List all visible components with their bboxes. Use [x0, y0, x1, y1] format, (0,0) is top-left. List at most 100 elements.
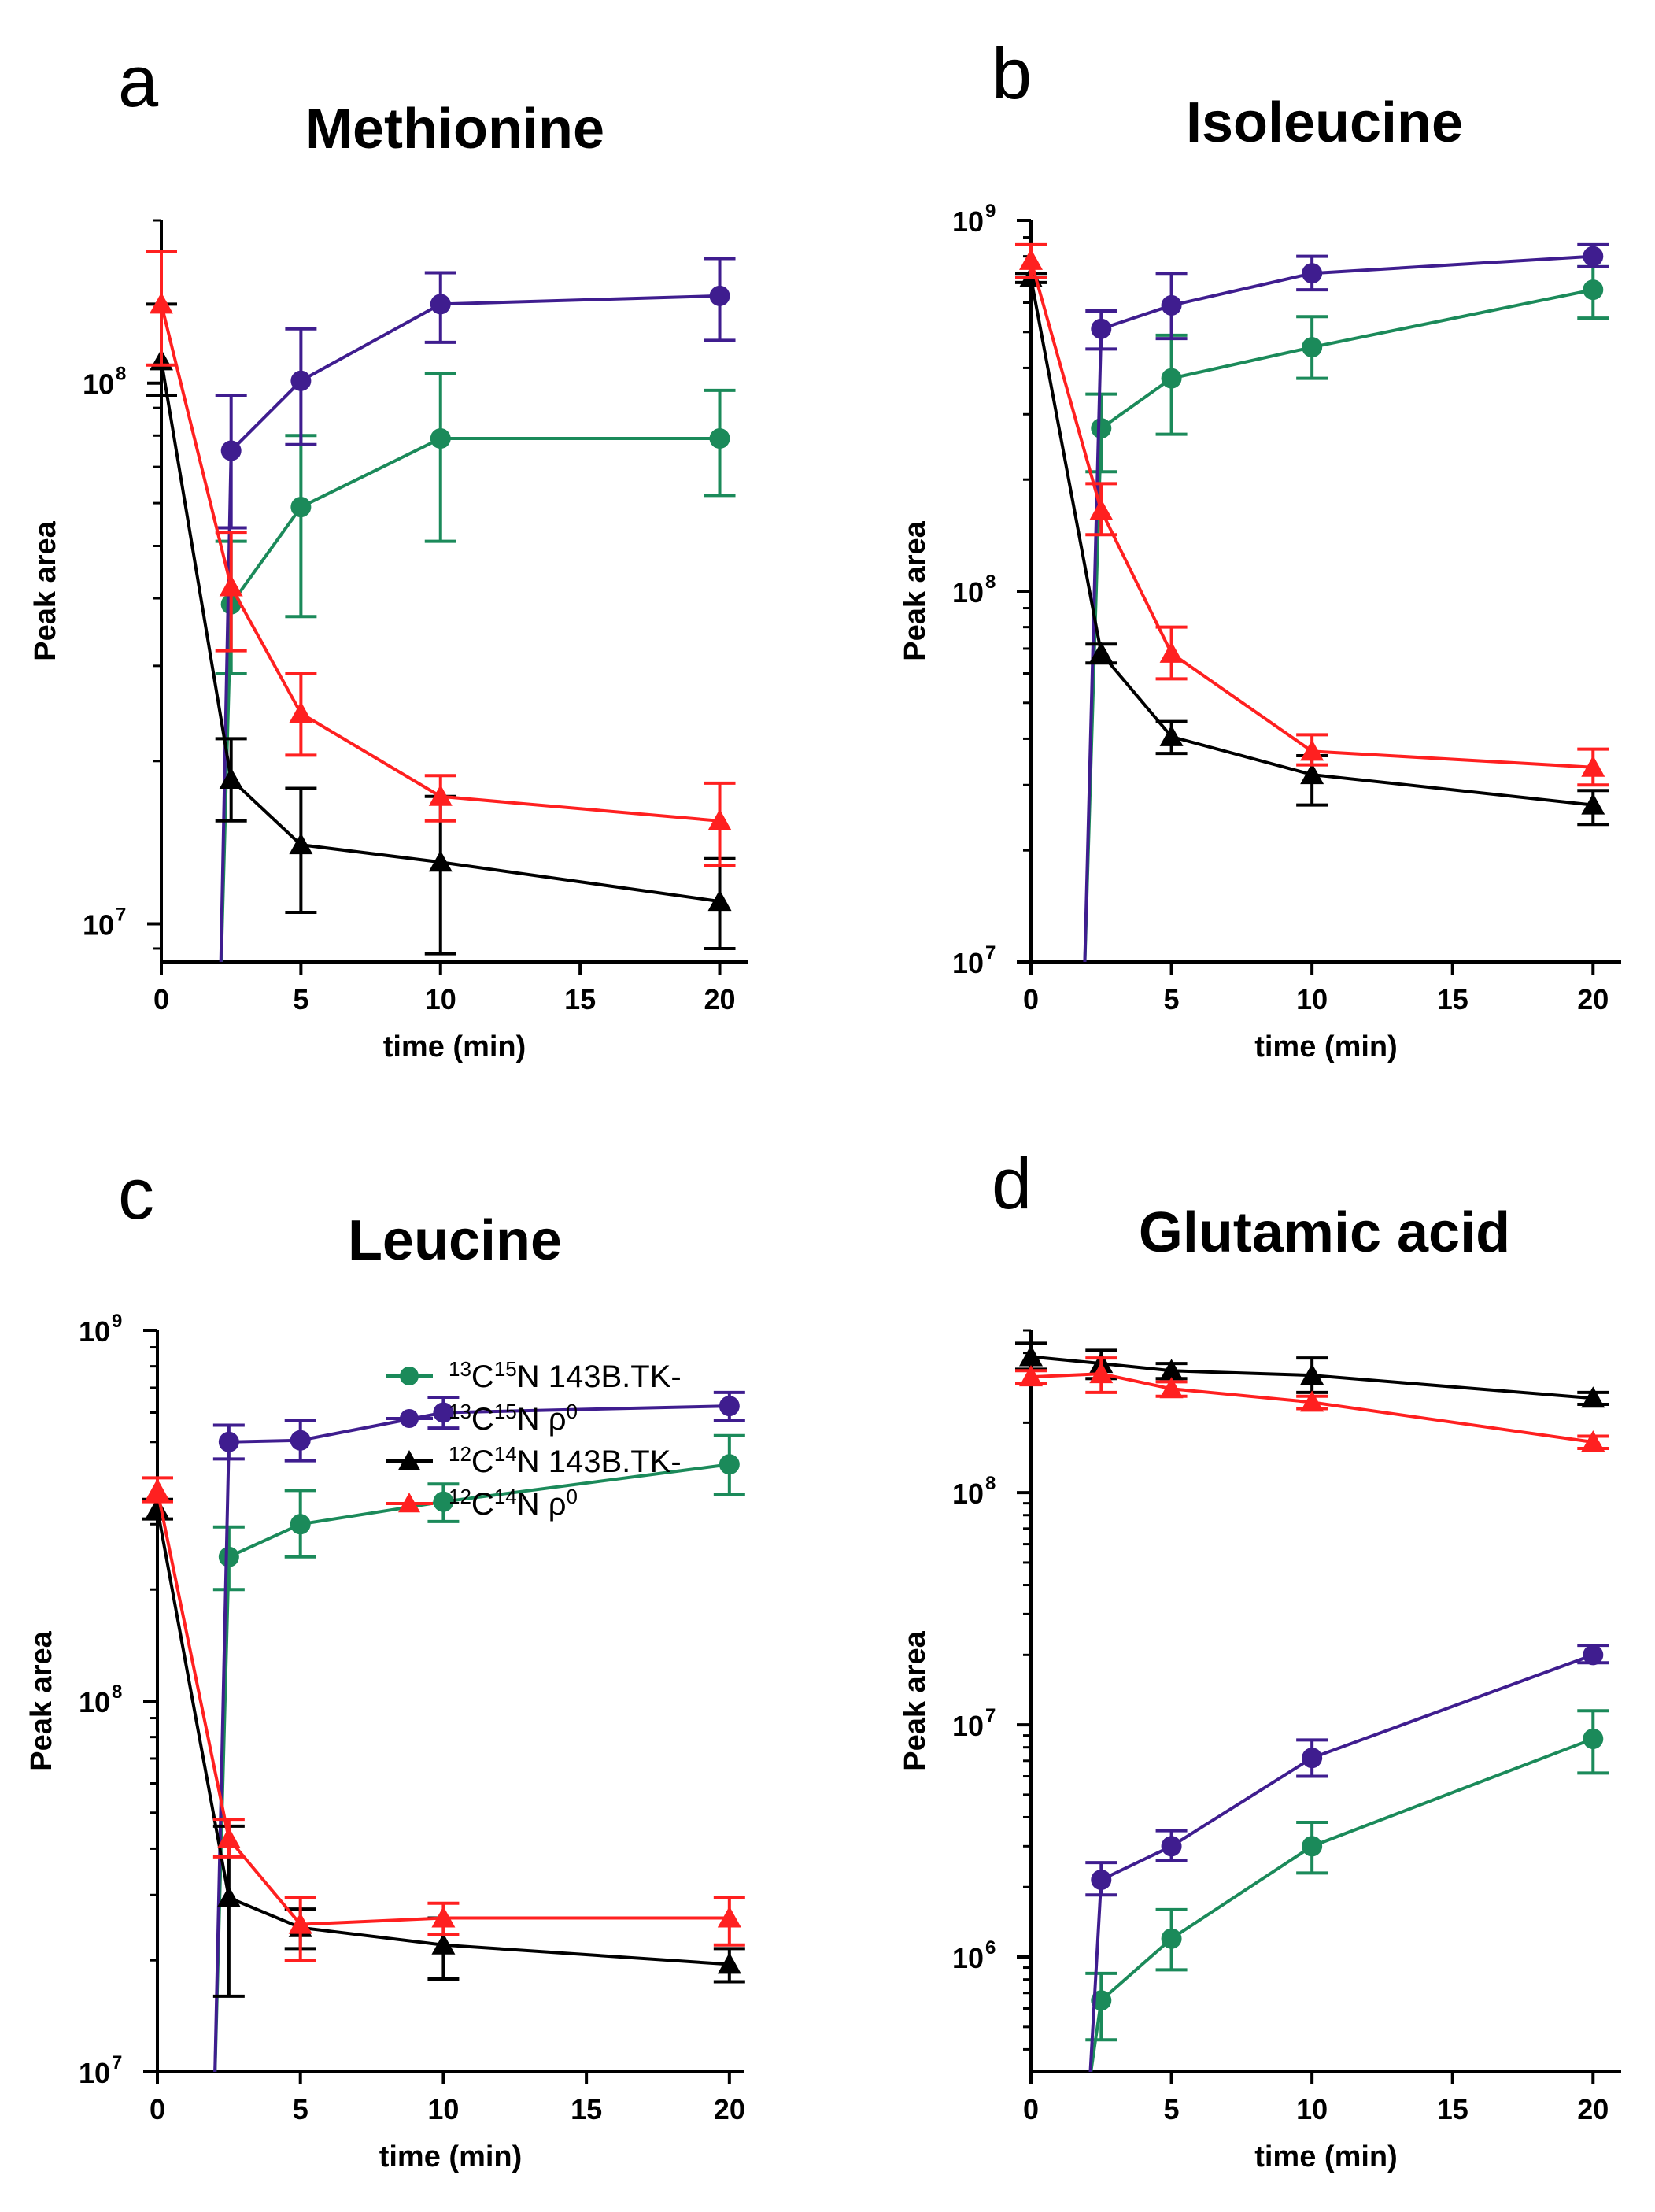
data-point: [1091, 318, 1112, 339]
y-tick-exponent: 7: [116, 904, 126, 926]
x-tick-label: 10: [1296, 983, 1328, 1015]
series-c13_rho0: [212, 1390, 745, 2072]
y-tick-exponent: 9: [112, 1311, 122, 1332]
series-c13_143b: [212, 1433, 745, 2072]
data-point: [1300, 1363, 1324, 1385]
data-point: [290, 1430, 311, 1451]
data-point: [1161, 294, 1182, 316]
data-point: [1161, 368, 1182, 389]
data-point: [1583, 246, 1604, 267]
data-point: [1159, 1359, 1184, 1381]
data-point: [220, 440, 242, 461]
data-point: [707, 890, 732, 912]
series-c13_rho0: [1085, 1644, 1609, 2072]
data-point: [1089, 641, 1114, 663]
data-point: [1583, 279, 1604, 301]
data-point: [216, 1885, 241, 1907]
chart-title: Leucine: [348, 1209, 562, 1272]
y-tick-exponent: 8: [116, 364, 126, 385]
x-tick-label: 0: [1023, 2093, 1039, 2125]
data-point: [1161, 1836, 1182, 1857]
series-c13_143b: [1083, 264, 1609, 962]
x-tick-label: 0: [150, 2093, 165, 2125]
y-tick-exponent: 8: [112, 1681, 122, 1703]
y-tick-exponent: 7: [985, 942, 996, 964]
data-point: [433, 1491, 454, 1512]
series-c12_rho0: [142, 1476, 745, 1962]
data-point: [150, 292, 173, 314]
data-point: [289, 701, 313, 723]
data-point: [1091, 1869, 1112, 1890]
series-line: [1083, 254, 1594, 962]
x-tick-label: 15: [1437, 2093, 1468, 2125]
data-point: [719, 1454, 740, 1475]
data-point: [1089, 1362, 1114, 1384]
y-axis-label: Peak area: [29, 520, 62, 660]
x-tick-label: 5: [293, 2093, 308, 2125]
series-c12_rho0: [146, 250, 736, 867]
x-axis-label: time (min): [383, 1030, 526, 1063]
y-tick-exponent: 6: [985, 1937, 996, 1959]
data-point: [1019, 1365, 1043, 1387]
data-point: [430, 428, 451, 449]
series-line: [156, 1489, 730, 1926]
y-tick-label: 10: [952, 1710, 984, 1742]
y-tick-exponent: 8: [985, 1473, 996, 1494]
legend-label: 12C14N ρ0: [449, 1485, 578, 1522]
chart-title: Methionine: [305, 98, 604, 161]
x-tick-label: 20: [1577, 2093, 1609, 2125]
data-point: [433, 1402, 454, 1423]
x-tick-label: 10: [425, 983, 456, 1015]
y-tick-label: 10: [952, 947, 984, 979]
data-point: [1302, 337, 1323, 358]
panel-letter: a: [118, 42, 159, 122]
data-point: [428, 850, 453, 872]
x-axis-label: time (min): [1254, 2140, 1398, 2173]
y-tick-label: 10: [952, 1942, 984, 1974]
legend-label: 13C15N ρ0: [449, 1400, 578, 1437]
data-point: [1581, 793, 1605, 815]
y-tick-exponent: 7: [112, 2052, 122, 2073]
x-tick-label: 0: [1023, 983, 1039, 1015]
x-axis-label: time (min): [379, 2140, 523, 2173]
y-tick-label: 10: [79, 1686, 110, 1718]
data-point: [707, 808, 732, 830]
x-tick-label: 10: [427, 2093, 459, 2125]
data-point: [428, 784, 453, 806]
data-point: [1089, 498, 1114, 520]
series-line: [1088, 1653, 1594, 2072]
data-point: [1581, 1386, 1605, 1408]
y-tick-label: 10: [79, 1315, 110, 1348]
y-tick-exponent: 9: [985, 201, 996, 222]
series-line: [219, 294, 720, 962]
legend-item-c13_rho0: 13C15N ρ0: [386, 1400, 578, 1437]
chart-title: Glutamic acid: [1139, 1201, 1510, 1264]
legend-label: 13C15N 143B.TK-: [449, 1357, 682, 1394]
data-point: [1583, 1728, 1604, 1749]
data-point: [1583, 1644, 1604, 1666]
data-point: [709, 285, 730, 306]
data-point: [709, 428, 730, 449]
data-point: [717, 1906, 741, 1928]
y-axis-label: Peak area: [899, 1630, 932, 1770]
data-point: [290, 370, 312, 391]
x-axis-label: time (min): [1254, 1030, 1398, 1063]
data-point: [1159, 1377, 1184, 1399]
data-point: [290, 1514, 311, 1535]
x-tick-label: 20: [704, 983, 736, 1015]
data-point: [1019, 1345, 1043, 1367]
data-point: [719, 1396, 740, 1417]
series-line: [220, 437, 720, 962]
legend: 13C15N 143B.TK- 13C15N ρ0 12C14N 143B.TK- 1…: [386, 1357, 682, 1522]
legend-item-c12_rho0: 12C14N ρ0: [386, 1485, 578, 1522]
y-tick-exponent: 7: [985, 1705, 996, 1726]
legend-marker: [400, 1409, 419, 1428]
x-tick-label: 5: [293, 983, 308, 1015]
data-point: [431, 1906, 456, 1928]
x-tick-label: 15: [571, 2093, 602, 2125]
y-tick-label: 10: [79, 2057, 110, 2089]
